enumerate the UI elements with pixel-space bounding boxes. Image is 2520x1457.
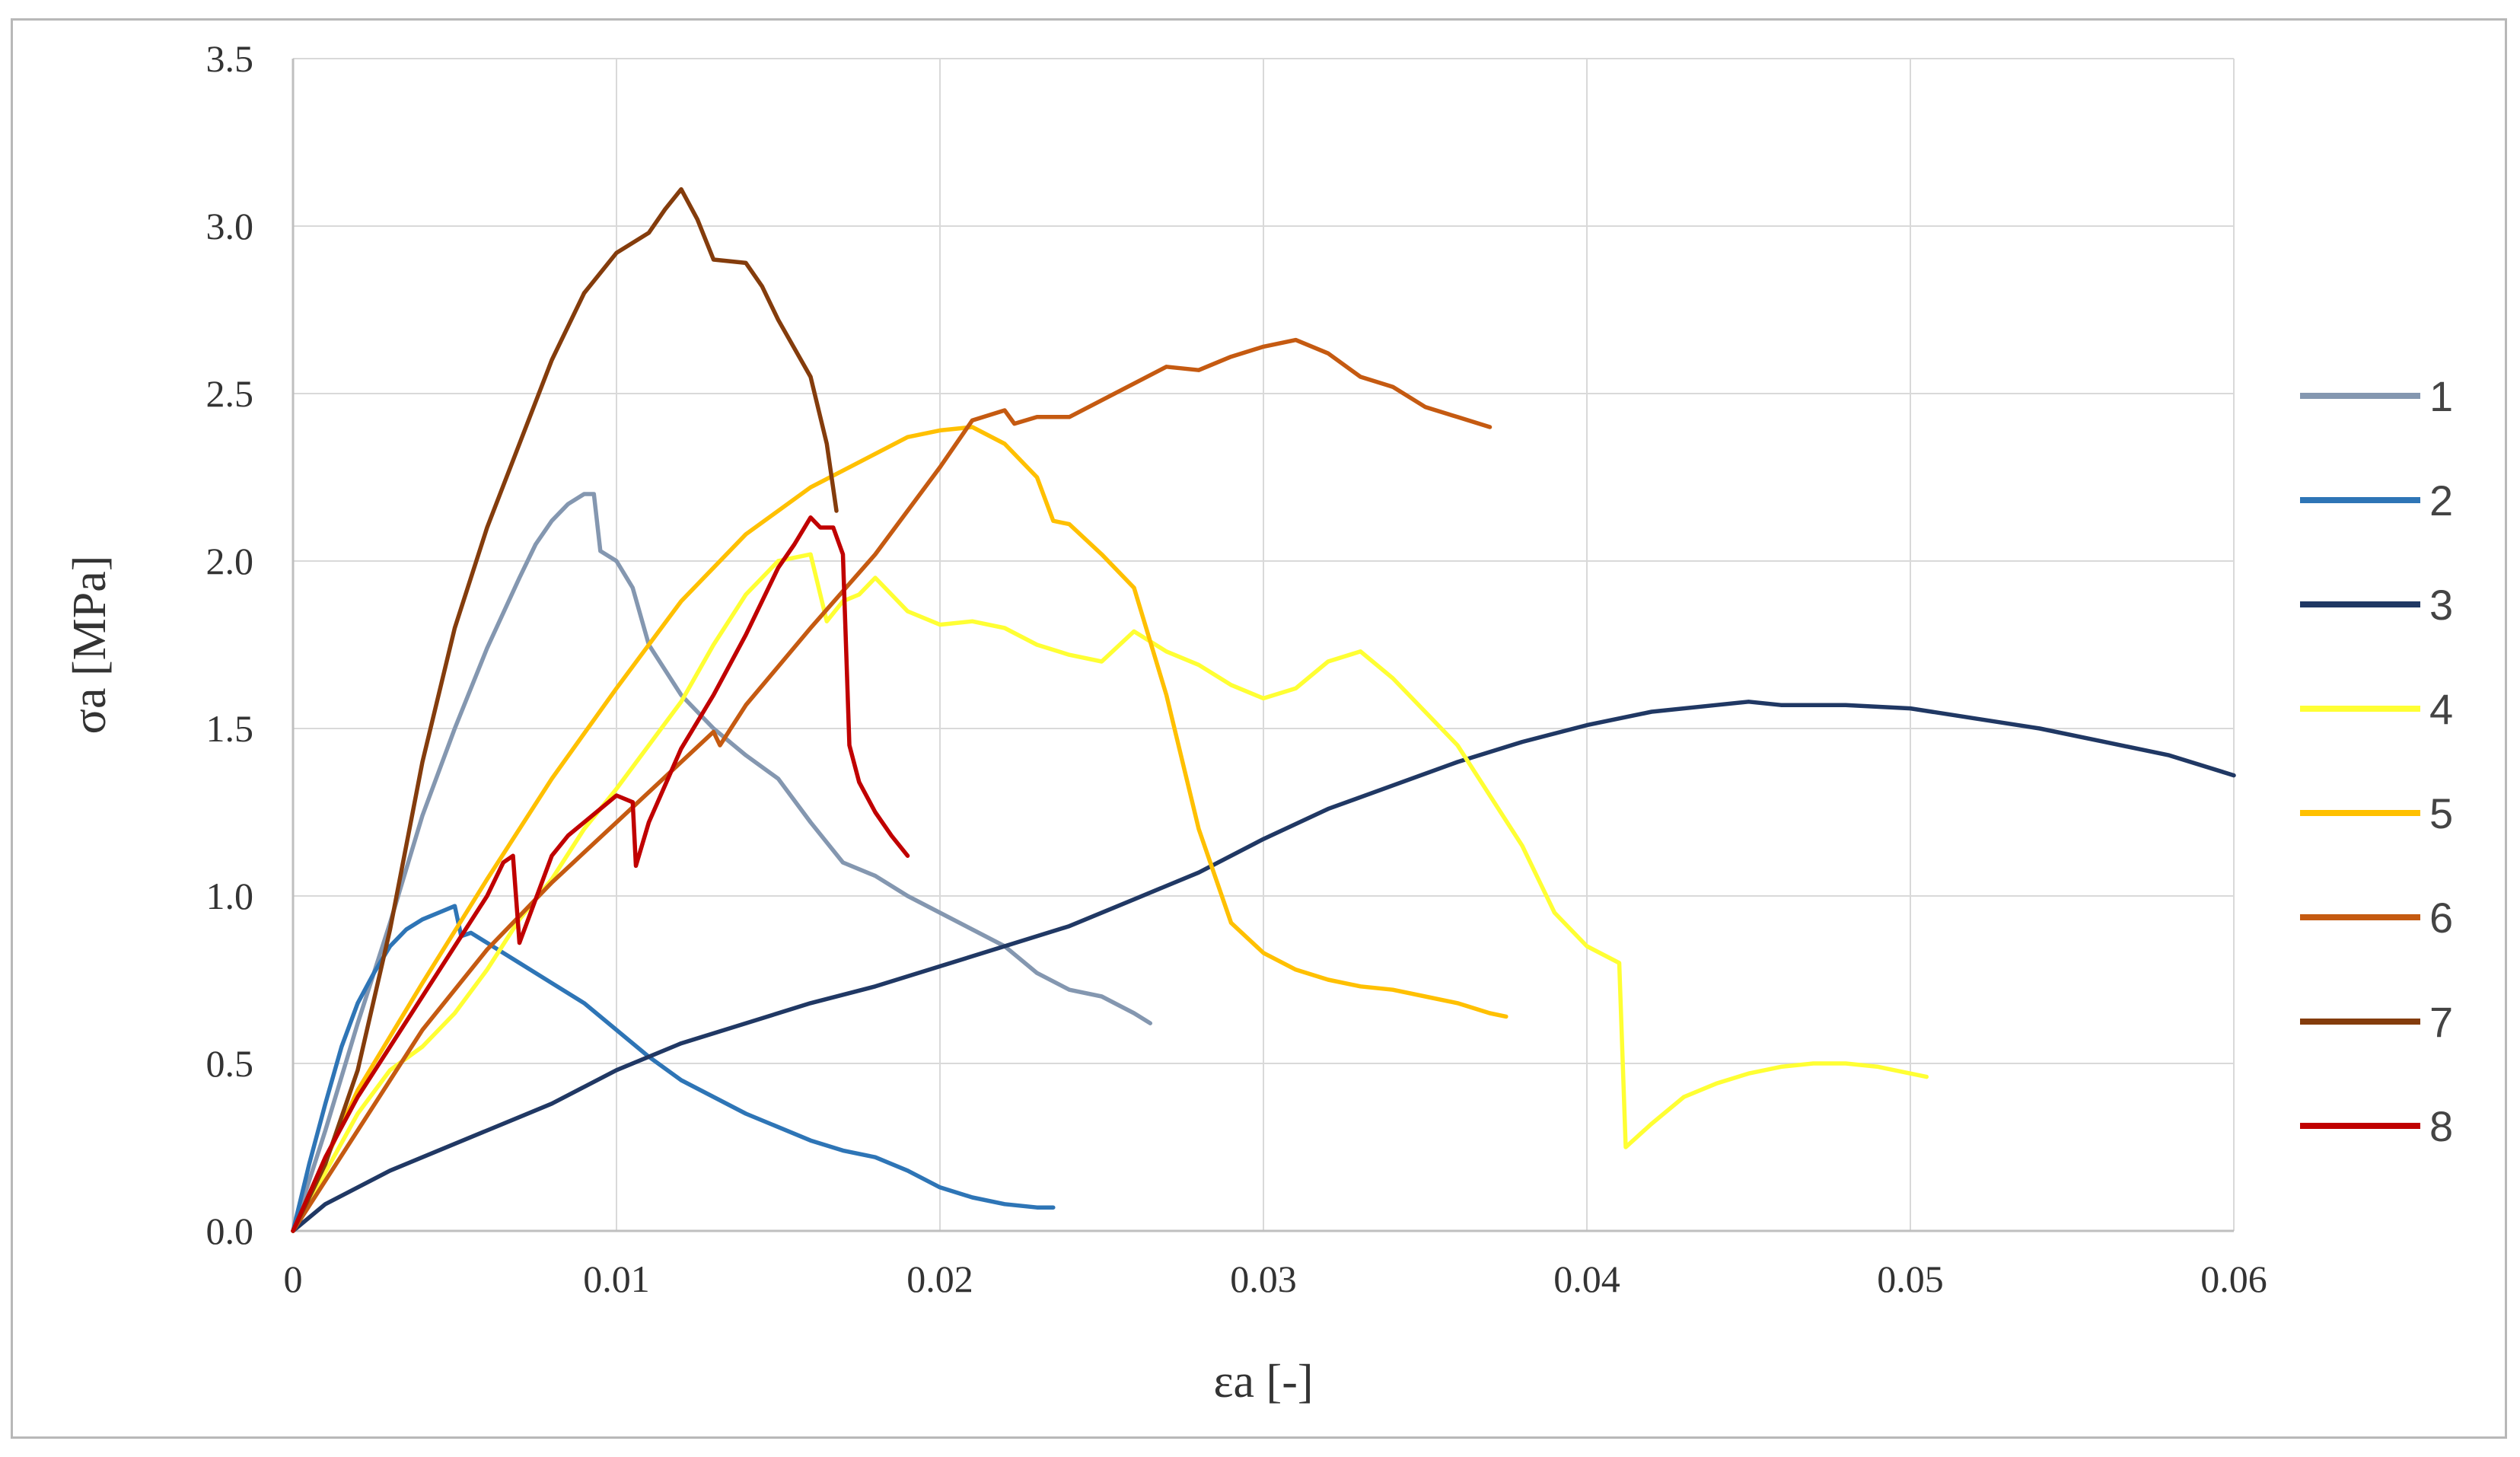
series-line-6 xyxy=(291,337,1493,1233)
tick-labels: 0 0.01 0.02 0.03 0.04 0.05 0.06 0.0 0.5 1.0 1.5 2.0… xyxy=(206,37,2267,1300)
y-axis-label: σa [MPa] xyxy=(64,556,116,735)
series-line-5 xyxy=(291,425,1508,1233)
legend-label-6: 6 xyxy=(2429,894,2453,942)
gridlines xyxy=(293,58,2235,1231)
x-tick-label: 0.02 xyxy=(906,1258,973,1300)
x-tick-label: 0.04 xyxy=(1553,1258,1620,1300)
legend-label-2: 2 xyxy=(2429,477,2453,524)
series-line-3 xyxy=(291,700,2236,1233)
x-tick-label: 0.05 xyxy=(1877,1258,1944,1300)
y-tick-label: 1.0 xyxy=(206,875,254,917)
legend-label-8: 8 xyxy=(2429,1102,2453,1150)
series-line-4 xyxy=(291,552,1929,1233)
legend-label-5: 5 xyxy=(2429,789,2453,837)
x-tick-label: 0.01 xyxy=(583,1258,650,1300)
x-tick-label: 0.06 xyxy=(2200,1258,2267,1300)
x-tick-label: 0.03 xyxy=(1230,1258,1297,1300)
series-line-8 xyxy=(291,515,910,1233)
series-line-2 xyxy=(291,904,1056,1233)
y-tick-label: 2.0 xyxy=(206,540,254,582)
legend-label-4: 4 xyxy=(2429,685,2453,733)
y-tick-label: 2.5 xyxy=(206,372,254,415)
series-line-1 xyxy=(291,492,1153,1233)
series-lines xyxy=(291,187,2236,1233)
legend-label-1: 1 xyxy=(2429,372,2453,420)
y-tick-label: 3.0 xyxy=(206,205,254,247)
legend: 1 2 3 4 5 6 7 8 xyxy=(2300,372,2453,1150)
y-tick-label: 0.5 xyxy=(206,1042,254,1085)
y-tick-label: 0.0 xyxy=(206,1210,254,1252)
series-line-7 xyxy=(291,187,839,1233)
y-tick-label: 3.5 xyxy=(206,37,254,80)
x-axis-label: εa [-] xyxy=(1214,1356,1314,1408)
axes xyxy=(292,59,2234,1232)
legend-label-7: 7 xyxy=(2429,998,2453,1046)
legend-label-3: 3 xyxy=(2429,581,2453,629)
x-tick-label: 0 xyxy=(284,1258,303,1300)
y-tick-label: 1.5 xyxy=(206,707,254,750)
